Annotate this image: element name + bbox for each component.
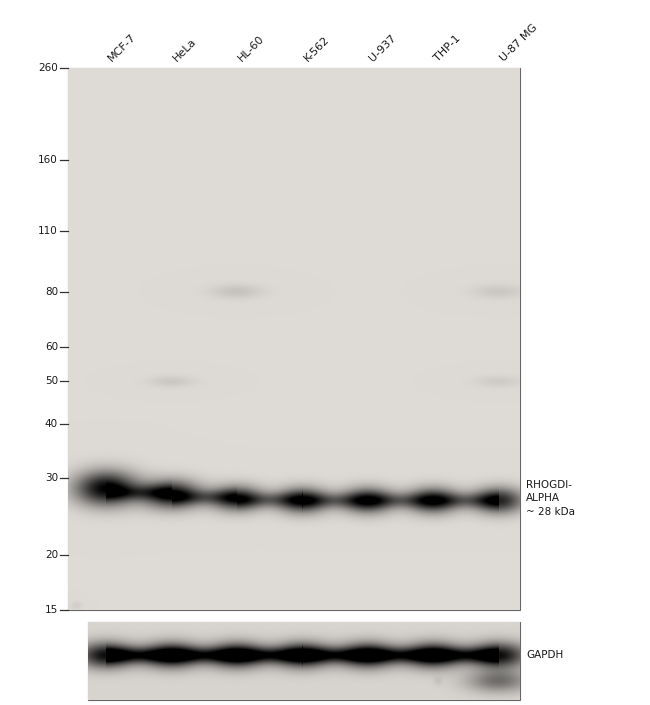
Text: HL-60: HL-60	[237, 33, 266, 63]
Text: 30: 30	[45, 473, 58, 484]
Text: RHOGDI-
ALPHA
~ 28 kDa: RHOGDI- ALPHA ~ 28 kDa	[526, 480, 575, 517]
Text: 160: 160	[38, 155, 58, 165]
Text: 110: 110	[38, 226, 58, 236]
Text: 40: 40	[45, 419, 58, 429]
Text: 260: 260	[38, 63, 58, 73]
Text: GAPDH: GAPDH	[526, 650, 564, 660]
Text: 80: 80	[45, 287, 58, 297]
Text: K-562: K-562	[302, 34, 331, 63]
Text: U-937: U-937	[367, 32, 398, 63]
Bar	[68, 68, 520, 610]
Bar	[88, 622, 520, 700]
Text: 20: 20	[45, 551, 58, 560]
Text: 60: 60	[45, 342, 58, 352]
Text: U-87 MG: U-87 MG	[498, 22, 539, 63]
Text: HeLa: HeLa	[172, 36, 198, 63]
Text: 15: 15	[45, 605, 58, 615]
Text: 50: 50	[45, 376, 58, 386]
Text: THP-1: THP-1	[433, 33, 463, 63]
Text: MCF-7: MCF-7	[106, 31, 138, 63]
